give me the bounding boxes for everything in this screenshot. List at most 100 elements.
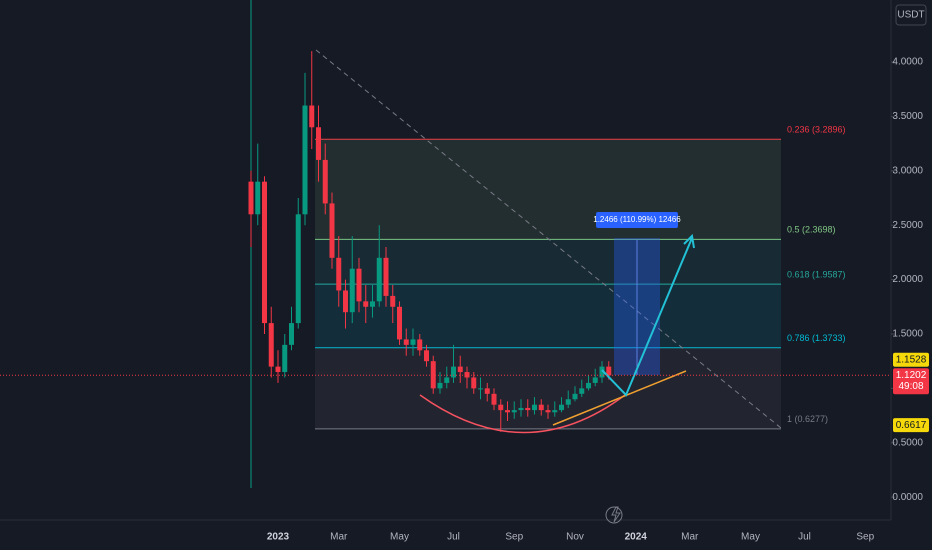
price-label: 1.1202 — [896, 370, 927, 381]
candle-body — [525, 407, 531, 411]
countdown: 49:08 — [898, 381, 923, 392]
trend-line — [315, 49, 782, 429]
candle-body — [268, 323, 274, 367]
y-tick-label: 2.5000 — [892, 220, 923, 231]
candle-body — [559, 404, 564, 411]
candle-body — [275, 366, 281, 373]
candle-body — [403, 339, 409, 345]
fib-retracement: 0.236 (3.2896) 0.5 (2.3698) 0.618 (1.9587)… — [315, 125, 846, 430]
candle-body — [572, 393, 578, 400]
y-tick-label: 4.0000 — [892, 57, 923, 68]
candle-body — [262, 181, 267, 324]
projection-label: 1.2466 (110.99%) 12466 — [593, 215, 681, 224]
candle-body — [565, 399, 571, 405]
candle-body — [336, 257, 342, 291]
candle-body — [498, 404, 504, 411]
currency-box — [895, 4, 927, 26]
candle-body — [397, 306, 402, 340]
candle-body — [383, 257, 389, 296]
x-tick-label: Sep — [856, 532, 874, 543]
candle-body — [410, 339, 416, 345]
lightning-circle — [605, 506, 623, 524]
price-label-box — [893, 352, 929, 367]
candle-body — [316, 127, 321, 160]
y-tick-label: 1.5000 — [892, 329, 923, 340]
candle-body — [538, 404, 544, 411]
forecast-arrow — [601, 237, 693, 397]
fib-label: 1 (0.6277) — [787, 414, 828, 424]
candle-body — [471, 377, 477, 389]
price-label: 1.1528 — [896, 354, 927, 365]
y-tick-label: 3.5000 — [892, 111, 923, 122]
candle-body — [302, 105, 308, 215]
price-label-box — [893, 418, 929, 433]
fib-label: 0.236 (3.2896) — [787, 125, 846, 135]
candle-body — [329, 203, 335, 258]
x-tick-label: Sep — [505, 532, 523, 543]
candle-body — [505, 410, 510, 413]
candle-body — [376, 257, 382, 302]
candle-body — [437, 382, 443, 389]
currency: USDT — [897, 10, 924, 21]
y-tick-label: 3.0000 — [892, 165, 923, 176]
candle-body — [322, 159, 328, 204]
candle-body — [343, 290, 348, 313]
candle-body — [552, 410, 558, 413]
candle-body — [579, 388, 585, 394]
candle-body — [370, 301, 375, 307]
candle-body — [390, 295, 396, 307]
candle-body — [606, 366, 612, 376]
candle-body — [518, 407, 524, 411]
fib-zone — [315, 239, 781, 285]
x-tick-label: Nov — [566, 532, 584, 543]
projection-label-box — [596, 212, 678, 228]
x-tick-label: May — [390, 532, 409, 543]
candle-body — [586, 382, 591, 389]
axes: 0.00000.50001.00001.50002.00002.50003.00… — [0, 57, 929, 543]
candle-body — [491, 393, 497, 405]
x-tick-label: Mar — [681, 532, 699, 543]
price-label: 0.6617 — [896, 420, 927, 431]
x-tick-label: 2024 — [625, 532, 648, 543]
candle-body — [444, 377, 450, 383]
candle-body — [451, 366, 456, 378]
fib-label: 0.5 (2.3698) — [787, 225, 836, 235]
candle-body — [282, 344, 288, 373]
candle-body — [599, 366, 605, 378]
x-tick-label: May — [741, 532, 760, 543]
y-tick-label: 0.0000 — [892, 492, 923, 503]
candle-body — [464, 372, 470, 378]
candle-body — [295, 214, 301, 324]
candle-body — [484, 388, 490, 394]
x-tick-label: Jul — [447, 532, 460, 543]
candle-body — [430, 361, 436, 389]
candle-body — [532, 404, 537, 411]
candle-body — [457, 366, 463, 373]
candles — [248, 51, 612, 432]
rounding-curve — [419, 394, 626, 434]
fib-label: 0.618 (1.9587) — [787, 269, 846, 279]
arrow-head — [683, 233, 695, 249]
x-tick-label: 2023 — [267, 532, 290, 543]
support-line — [552, 370, 687, 426]
candle-body — [511, 410, 517, 413]
fib-zone — [315, 139, 781, 240]
y-tick-label: 0.5000 — [892, 437, 923, 448]
candle-body — [363, 301, 369, 307]
candle-body — [248, 181, 254, 215]
candle-body — [289, 323, 294, 345]
y-tick-label: 2.0000 — [892, 274, 923, 285]
candle-body — [255, 181, 261, 215]
candle-body — [417, 339, 423, 351]
x-tick-label: Jul — [798, 532, 811, 543]
candle-body — [424, 350, 429, 362]
price-label-box — [893, 368, 929, 395]
candle-body — [545, 410, 551, 413]
candle-body — [356, 268, 362, 302]
candle-body — [349, 268, 355, 313]
candle-body — [309, 105, 315, 128]
candle-body — [592, 377, 598, 383]
fib-label: 0.786 (1.3733) — [787, 333, 846, 343]
